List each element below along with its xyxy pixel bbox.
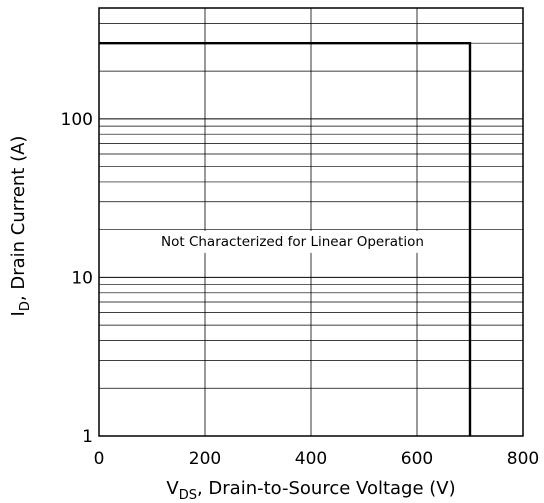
- annotation-background: [157, 230, 428, 253]
- x-tick-label: 0: [94, 449, 105, 469]
- y-tick-label: 1: [82, 427, 93, 447]
- y-tick-label: 100: [61, 110, 93, 130]
- y-axis-label: ID, Drain Current (A): [8, 136, 33, 317]
- x-tick-label: 400: [295, 449, 327, 469]
- annotation-text: Not Characterized for Linear Operation: [161, 234, 424, 250]
- plot-frame: [98, 7, 524, 437]
- grid: [99, 8, 523, 436]
- soa-boundary-line: [99, 41, 472, 436]
- x-tick-label: 200: [189, 449, 221, 469]
- annotations: Not Characterized for Linear Operation: [157, 230, 428, 253]
- x-tick-label: 800: [507, 449, 539, 469]
- x-axis-label: VDS, Drain-to-Source Voltage (V): [166, 478, 455, 503]
- series: [99, 41, 472, 436]
- tick-labels: 0 200 400 600 800 1 10 100: [61, 110, 540, 469]
- x-tick-label: 600: [401, 449, 433, 469]
- y-tick-label: 10: [71, 268, 93, 288]
